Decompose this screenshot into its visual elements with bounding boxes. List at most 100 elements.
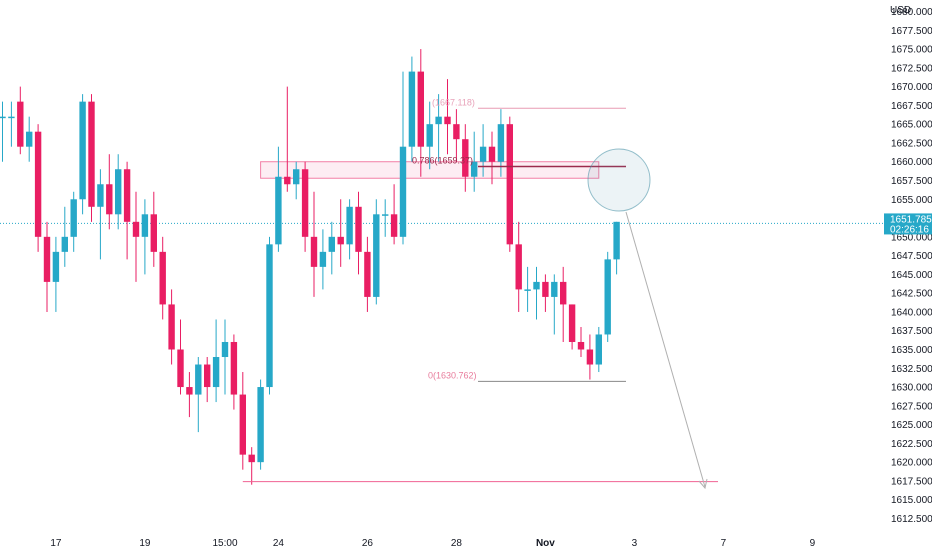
candle[interactable] <box>186 372 193 418</box>
candle[interactable] <box>70 191 77 252</box>
candle-body <box>586 349 594 365</box>
y-tick-label: 1662.500 <box>891 138 932 149</box>
candle-body <box>568 304 576 342</box>
candle[interactable] <box>52 236 60 312</box>
candle[interactable] <box>586 334 594 380</box>
candle[interactable] <box>123 161 131 260</box>
candle[interactable] <box>515 221 522 312</box>
candle-body <box>284 176 291 185</box>
candle[interactable] <box>97 169 104 260</box>
candle[interactable] <box>115 154 122 230</box>
candle[interactable] <box>168 289 175 365</box>
candle[interactable] <box>310 191 318 297</box>
candle[interactable] <box>26 116 33 162</box>
candle[interactable] <box>319 229 327 290</box>
candle[interactable] <box>506 116 513 252</box>
candle-body <box>346 206 353 245</box>
candle[interactable] <box>488 131 496 185</box>
candle[interactable] <box>43 221 51 312</box>
candle[interactable] <box>417 49 424 177</box>
candle[interactable] <box>355 191 362 275</box>
candle[interactable] <box>577 326 585 358</box>
candle[interactable] <box>79 94 86 215</box>
candle[interactable] <box>471 131 478 192</box>
candle-body <box>479 146 487 162</box>
y-tick-label: 1615.000 <box>891 495 932 506</box>
candle[interactable] <box>34 124 42 252</box>
candle[interactable] <box>568 304 576 350</box>
candle[interactable] <box>150 191 157 267</box>
candle-body <box>506 124 513 245</box>
projection-arrow-head <box>698 478 708 490</box>
candle[interactable] <box>337 199 344 267</box>
candle-body <box>533 281 540 290</box>
candle[interactable] <box>275 146 282 252</box>
candle[interactable] <box>8 101 15 147</box>
fib-top-label: (1667.118) <box>432 97 475 107</box>
candle[interactable] <box>88 94 95 222</box>
candle-body <box>115 169 122 215</box>
candle[interactable] <box>426 101 433 170</box>
candle[interactable] <box>0 101 6 162</box>
highlight-circle[interactable] <box>587 148 651 212</box>
candle[interactable] <box>212 319 220 403</box>
candle[interactable] <box>61 206 68 267</box>
candle-body <box>301 169 309 237</box>
candle-body <box>444 116 451 125</box>
candle[interactable] <box>551 274 558 335</box>
candle[interactable] <box>462 124 469 192</box>
candle-body <box>61 236 68 252</box>
candle-body <box>239 394 246 455</box>
candle[interactable] <box>435 94 442 162</box>
candle[interactable] <box>382 199 389 237</box>
candle[interactable] <box>524 266 531 312</box>
candle[interactable] <box>159 236 166 320</box>
candle[interactable] <box>390 184 398 245</box>
candle-body <box>79 101 86 200</box>
candle[interactable] <box>195 357 202 433</box>
candle[interactable] <box>230 334 238 410</box>
candle[interactable] <box>17 86 24 155</box>
candle[interactable] <box>293 161 300 200</box>
candle[interactable] <box>266 236 273 395</box>
candle[interactable] <box>106 154 113 230</box>
candle[interactable] <box>399 71 407 245</box>
candle[interactable] <box>364 236 371 312</box>
candle[interactable] <box>479 124 487 177</box>
currency-label: USD <box>890 5 911 16</box>
candle[interactable] <box>408 56 416 162</box>
candle[interactable] <box>248 447 255 485</box>
candle[interactable] <box>284 86 291 192</box>
candle[interactable] <box>257 379 264 470</box>
candle[interactable] <box>453 109 460 162</box>
projection-arrow-line[interactable] <box>625 211 706 488</box>
candle[interactable] <box>132 191 140 282</box>
candle[interactable] <box>301 161 309 252</box>
candle[interactable] <box>221 319 229 395</box>
candle-body <box>257 387 264 463</box>
candle[interactable] <box>613 221 620 275</box>
candle[interactable] <box>560 266 567 342</box>
fib-zero-label: 0(1630.762) <box>428 370 477 380</box>
candle[interactable] <box>533 266 540 320</box>
candle[interactable] <box>604 251 611 342</box>
candle-body <box>230 341 238 395</box>
candle[interactable] <box>328 221 335 275</box>
candle[interactable] <box>141 199 149 275</box>
candle[interactable] <box>239 372 246 470</box>
candle[interactable] <box>497 109 505 177</box>
y-tick-label: 1672.500 <box>891 63 932 74</box>
candle[interactable] <box>373 199 380 305</box>
candle-body <box>177 349 184 388</box>
candle[interactable] <box>204 357 211 403</box>
candle[interactable] <box>177 319 184 395</box>
candle[interactable] <box>595 326 602 373</box>
y-tick-label: 1612.500 <box>891 514 932 525</box>
y-tick-label: 1657.500 <box>891 176 932 187</box>
candle[interactable] <box>542 274 549 312</box>
candle[interactable] <box>346 199 353 260</box>
candle[interactable] <box>444 79 451 155</box>
candle-countdown: 02:26:16 <box>890 224 929 235</box>
candle-body <box>382 214 389 216</box>
